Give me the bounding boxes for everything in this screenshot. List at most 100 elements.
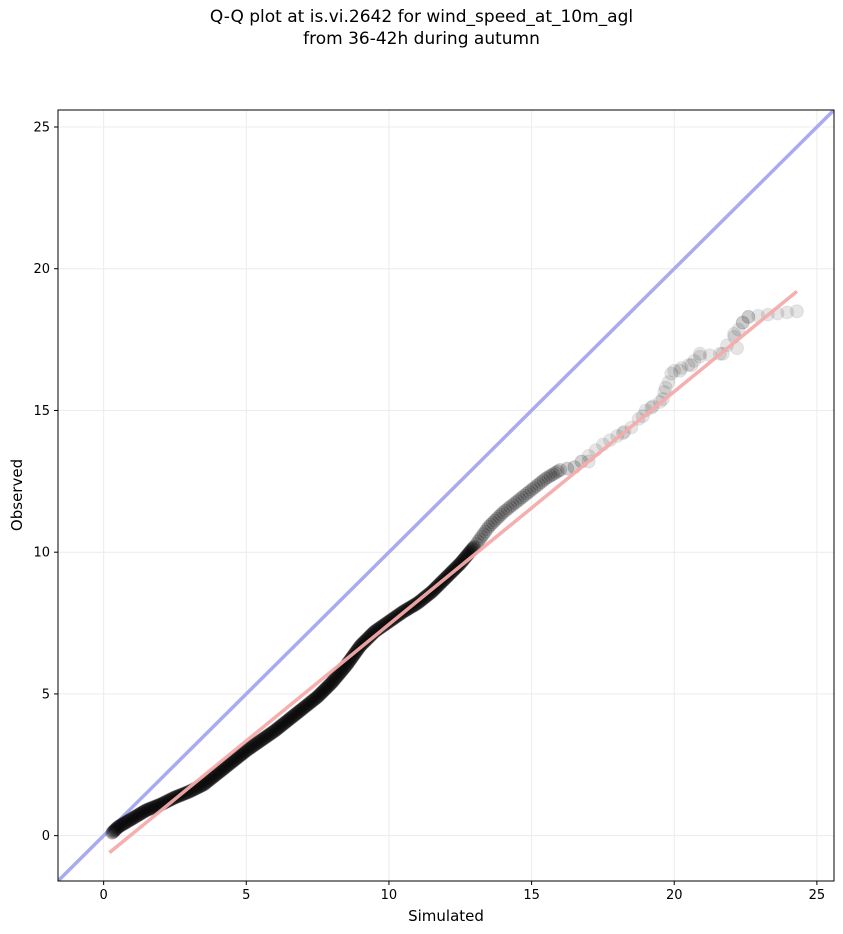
quantile-point bbox=[226, 753, 241, 768]
quantile-point bbox=[687, 353, 702, 368]
quantile-point bbox=[229, 751, 244, 766]
quantile-point bbox=[681, 358, 696, 373]
quantile-point bbox=[128, 809, 143, 824]
quantile-point bbox=[142, 801, 157, 816]
quantile-point bbox=[519, 486, 534, 501]
quantile-point bbox=[232, 748, 247, 763]
quantile-point bbox=[731, 322, 746, 337]
quantile-point bbox=[741, 309, 756, 324]
identity-line bbox=[58, 110, 834, 881]
quantile-point bbox=[105, 825, 120, 840]
quantile-point bbox=[146, 800, 161, 815]
quantile-point bbox=[261, 728, 276, 743]
quantile-point bbox=[474, 529, 489, 544]
quantile-point bbox=[283, 711, 298, 726]
quantile-point bbox=[692, 349, 707, 364]
quantile-point bbox=[252, 734, 267, 749]
quantile-point bbox=[292, 704, 307, 719]
quantile-point bbox=[285, 709, 300, 724]
quantile-point bbox=[505, 497, 520, 512]
quantile-point bbox=[116, 817, 131, 832]
y-axis-label: Observed bbox=[8, 459, 26, 531]
quantile-point bbox=[216, 761, 231, 776]
quantile-point bbox=[225, 754, 240, 769]
quantile-point bbox=[324, 675, 339, 690]
quantile-point bbox=[276, 716, 291, 731]
quantile-point bbox=[119, 815, 134, 830]
quantile-point bbox=[147, 800, 162, 815]
quantile-point bbox=[131, 807, 146, 822]
quantile-point bbox=[302, 696, 317, 711]
quantile-point bbox=[274, 718, 289, 733]
quantile-point bbox=[214, 763, 229, 778]
quantile-point bbox=[287, 707, 302, 722]
quantile-point bbox=[248, 737, 263, 752]
quantile-point bbox=[297, 700, 312, 715]
quantile-point bbox=[476, 527, 491, 542]
quantile-point bbox=[332, 667, 347, 682]
y-tick-label: 10 bbox=[33, 546, 50, 561]
quantile-point bbox=[331, 668, 346, 683]
quantile-point bbox=[288, 707, 303, 722]
quantile-point bbox=[178, 786, 193, 801]
quantile-point bbox=[107, 823, 122, 838]
quantile-point bbox=[454, 555, 469, 570]
quantile-point bbox=[536, 473, 551, 488]
quantile-point bbox=[684, 358, 699, 373]
quantile-point bbox=[113, 818, 128, 833]
quantile-point bbox=[483, 517, 498, 532]
quantile-point bbox=[672, 363, 687, 378]
quantile-point bbox=[210, 766, 225, 781]
quantile-point bbox=[471, 534, 486, 549]
y-tick-label: 15 bbox=[33, 404, 50, 419]
quantile-point bbox=[359, 632, 374, 647]
chart-title-line-1: Q-Q plot at is.vi.2642 for wind_speed_at… bbox=[209, 7, 634, 27]
quantile-point bbox=[741, 309, 756, 324]
quantile-point bbox=[205, 770, 220, 785]
quantile-point bbox=[545, 467, 560, 482]
quantile-point bbox=[329, 669, 344, 684]
quantile-point bbox=[110, 820, 125, 835]
quantile-point bbox=[278, 715, 293, 730]
quantile-point bbox=[208, 767, 223, 782]
quantile-point bbox=[114, 817, 129, 832]
quantile-point bbox=[120, 814, 135, 829]
quantile-point bbox=[220, 758, 235, 773]
quantile-point bbox=[301, 697, 316, 712]
quantile-point bbox=[110, 820, 125, 835]
quantile-point bbox=[312, 688, 327, 703]
quantile-point bbox=[260, 728, 275, 743]
quantile-point bbox=[277, 716, 292, 731]
quantile-point bbox=[512, 492, 527, 507]
quantile-point bbox=[247, 737, 262, 752]
y-tick-label: 20 bbox=[33, 262, 50, 277]
quantile-point bbox=[275, 717, 290, 732]
quantile-point bbox=[534, 475, 549, 490]
quantile-point bbox=[295, 701, 310, 716]
quantile-point bbox=[327, 672, 342, 687]
quantile-point bbox=[313, 687, 328, 702]
quantile-point bbox=[469, 537, 484, 552]
quantile-point bbox=[123, 812, 138, 827]
quantile-point bbox=[203, 772, 218, 787]
quantile-point bbox=[117, 816, 132, 831]
quantile-point bbox=[548, 465, 563, 480]
quantile-point bbox=[304, 694, 319, 709]
quantile-point bbox=[330, 668, 345, 683]
quantile-point bbox=[491, 509, 506, 524]
quantile-point bbox=[209, 767, 224, 782]
quantile-point bbox=[197, 776, 212, 791]
quantile-point bbox=[325, 674, 340, 689]
quantile-point bbox=[522, 484, 537, 499]
quantile-point bbox=[531, 477, 546, 492]
quantile-point bbox=[316, 683, 331, 698]
quantile-point bbox=[328, 671, 343, 686]
axis-ticks: 0 5 10 15 20 25 0 5 10 15 20 25 bbox=[33, 121, 825, 903]
quantile-point bbox=[489, 511, 504, 526]
quantile-point bbox=[515, 490, 530, 505]
quantile-point bbox=[212, 764, 227, 779]
quantile-point bbox=[235, 746, 250, 761]
quantile-point bbox=[206, 770, 221, 785]
quantile-point bbox=[222, 757, 237, 772]
